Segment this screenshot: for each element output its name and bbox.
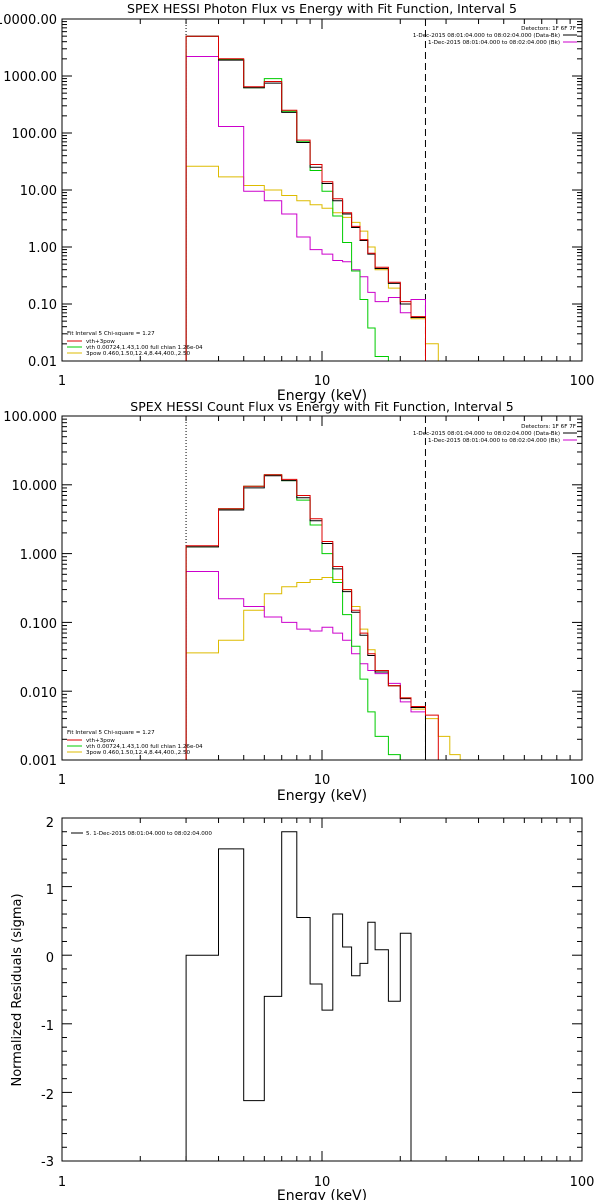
photon-series [185, 19, 450, 362]
count-legend-detectors: Detectors: 1F 6F 7F [521, 424, 576, 430]
count-y-tick-0.01: 0.010 [20, 686, 57, 701]
photon-fit-vth-label: vth 0.00724,1.43,1.00 full chian 1.26e-0… [86, 345, 203, 351]
residuals-y-tick-minus2: -2 [41, 1088, 54, 1103]
count-series [185, 416, 461, 760]
count-chart-title: SPEX HESSI Count Flux vs Energy with Fit… [130, 399, 513, 414]
photon-x-tick-100: 100 [570, 374, 595, 389]
count-plot-frame [61, 415, 583, 761]
count-legend-data-label: 1-Dec-2015 08:01:04.000 to 08:02:04.000 … [413, 431, 560, 437]
residuals-x-axis-title: Energy (keV) [277, 1188, 367, 1200]
count-legend-fit: Fit Interval 5 Chi-square = 1.27 vth+3po… [67, 730, 203, 756]
photon-legend-detectors: Detectors: 1F 6F 7F [521, 26, 576, 32]
series-residuals [185, 831, 412, 1161]
residuals-x-tick-10: 10 [314, 1175, 331, 1190]
count-y-tick-0.001: 0.001 [20, 754, 57, 769]
photon-y-tick-100: 100.00 [12, 127, 58, 142]
series-vth-3pow [185, 474, 439, 760]
photon-legend-fit: Fit Interval 5 Chi-square = 1.27 vth+3po… [67, 331, 203, 357]
residuals-y-tick-minus3: -3 [41, 1155, 54, 1170]
count-y-tick-10: 10.000 [12, 479, 58, 494]
photon-fit-3pow-label: 3pow 0.460,1.50,12.4,8.44,400.,2.50 [86, 351, 191, 357]
series-data-bk [185, 35, 426, 361]
photon-legend-data-label: 1-Dec-2015 08:01:04.000 to 08:02:04.000 … [413, 33, 560, 39]
residuals-legend-label: 5. 1-Dec-2015 08:01:04.000 to 08:02:04.0… [86, 831, 212, 837]
count-x-tick-10: 10 [314, 773, 331, 788]
residuals-x-tick-100: 100 [570, 1175, 595, 1190]
photon-x-tick-10: 10 [314, 374, 331, 389]
photon-y-tick-0.01: 0.01 [28, 355, 57, 370]
count-flux-panel: SPEX HESSI Count Flux vs Energy with Fit… [3, 399, 594, 804]
count-y-tick-100: 100.000 [3, 410, 57, 425]
photon-flux-panel: SPEX HESSI Photon Flux vs Energy with Fi… [0, 1, 594, 404]
count-fit-total-label: vth+3pow [86, 738, 115, 744]
count-x-axis-title: Energy (keV) [277, 788, 367, 804]
count-x-tick-1: 1 [58, 773, 66, 788]
count-legend-top: Detectors: 1F 6F 7F 1-Dec-2015 08:01:04.… [413, 424, 577, 444]
series-bk [185, 56, 426, 361]
photon-x-tick-1: 1 [58, 374, 66, 389]
residuals-y-tick-minus1: -1 [41, 1019, 54, 1034]
residuals-y-axis-title: Normalized Residuals (sigma) [10, 893, 25, 1086]
photon-x-axis-title: Energy (keV) [277, 388, 367, 404]
photon-legend-top: Detectors: 1F 6F 7F 1-Dec-2015 08:01:04.… [413, 26, 577, 46]
residuals-series [185, 831, 412, 1161]
residuals-y-tick-2: 2 [46, 816, 54, 831]
count-legend-bk-label: 1-Dec-2015 08:01:04.000 to 08:02:04.000 … [428, 438, 560, 444]
photon-fit-total-label: vth+3pow [86, 339, 115, 345]
count-x-tick-100: 100 [570, 773, 595, 788]
photon-chart-title: SPEX HESSI Photon Flux vs Energy with Fi… [127, 1, 517, 16]
photon-y-tick-10000: 10000.00 [0, 13, 57, 28]
residuals-legend: 5. 1-Dec-2015 08:01:04.000 to 08:02:04.0… [71, 831, 212, 837]
count-fit-3pow-label: 3pow 0.460,1.50,12.4,8.44,400.,2.50 [86, 750, 191, 756]
photon-legend-bk-label: 1-Dec-2015 08:01:04.000 to 08:02:04.000 … [428, 40, 560, 46]
count-y-tick-0.1: 0.100 [20, 617, 57, 632]
photon-y-tick-0.1: 0.10 [28, 298, 57, 313]
count-y-tick-1: 1.000 [20, 548, 57, 563]
photon-fit-header: Fit Interval 5 Chi-square = 1.27 [67, 331, 155, 337]
photon-y-tick-1: 1.00 [28, 241, 57, 256]
residuals-y-tick-1: 1 [46, 883, 54, 898]
residuals-y-tick-0: 0 [46, 951, 54, 966]
photon-y-tick-1000: 1000.00 [3, 70, 57, 85]
series-bk [185, 571, 426, 760]
residuals-panel: 1 10 100 Energy (keV) 2 1 0 -1 -2 -3 Nor… [10, 816, 594, 1200]
count-fit-vth-label: vth 0.00724,1.43,1.00 full chian 1.26e-0… [86, 744, 203, 750]
series-vth-3pow [185, 35, 426, 361]
photon-plot-frame [61, 18, 583, 362]
count-fit-header: Fit Interval 5 Chi-square = 1.27 [67, 730, 155, 736]
residuals-x-tick-1: 1 [58, 1175, 66, 1190]
photon-y-tick-10: 10.00 [20, 184, 57, 199]
residuals-plot-frame [61, 817, 583, 1162]
